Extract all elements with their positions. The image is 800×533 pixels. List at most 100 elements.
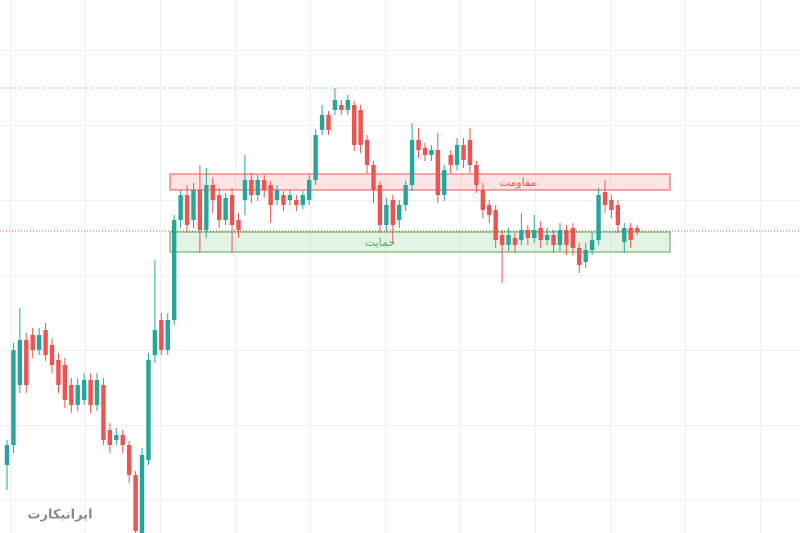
- candle-body: [467, 140, 473, 165]
- candle-body: [332, 100, 338, 110]
- candle-body: [622, 228, 627, 242]
- candle-body: [11, 350, 16, 445]
- candle-body: [609, 200, 614, 210]
- candle-body: [236, 220, 241, 230]
- candle-body: [24, 340, 29, 385]
- candle-body: [152, 330, 158, 355]
- candle-body: [216, 195, 222, 220]
- candle-body: [461, 145, 466, 160]
- candle-body: [454, 145, 460, 165]
- candle-body: [139, 455, 145, 533]
- candle-body: [634, 228, 640, 232]
- candle-body: [538, 228, 543, 240]
- candle-body: [210, 185, 215, 200]
- candle-body: [409, 140, 415, 185]
- candle-body: [101, 385, 106, 440]
- candle-body: [506, 235, 511, 245]
- candle-body: [88, 380, 93, 405]
- candle-body: [551, 235, 556, 245]
- candle-body: [107, 430, 113, 445]
- candle-body: [345, 100, 350, 110]
- candle-body: [281, 195, 286, 205]
- candle-body: [36, 335, 42, 350]
- candle-body: [120, 435, 125, 445]
- candle-body: [435, 150, 441, 195]
- candle-body: [165, 320, 170, 350]
- candle-body: [544, 235, 550, 240]
- candle-body: [371, 165, 376, 190]
- candle-body: [532, 230, 537, 238]
- candle-body: [442, 170, 447, 195]
- candle-body: [429, 150, 434, 155]
- candle-body: [274, 190, 280, 200]
- candle-body: [525, 230, 531, 238]
- zone: [169, 231, 671, 253]
- candle-body: [229, 195, 235, 225]
- candle-body: [596, 195, 601, 240]
- candle-body: [480, 190, 486, 210]
- candle-body: [577, 248, 582, 265]
- candle-body: [75, 385, 80, 405]
- candle-body: [499, 235, 505, 245]
- candle-body: [390, 200, 395, 225]
- candle-body: [43, 330, 48, 355]
- candle-body: [512, 238, 518, 245]
- candle-body: [602, 192, 608, 205]
- zone: [169, 173, 671, 191]
- candle-body: [416, 140, 421, 150]
- candle-body: [326, 115, 331, 130]
- candle-body: [583, 250, 588, 262]
- candle-body: [223, 198, 228, 220]
- candle-body: [319, 115, 325, 130]
- candle-body: [300, 195, 305, 205]
- candle-body: [487, 205, 492, 215]
- candle-body: [30, 335, 35, 350]
- candle-body: [397, 205, 402, 220]
- candle-body: [146, 360, 151, 460]
- candle-body: [204, 185, 209, 230]
- candle-body: [262, 180, 267, 190]
- candle-body: [493, 210, 498, 240]
- candle-body: [615, 205, 621, 225]
- candle-body: [249, 180, 254, 195]
- candle-body: [255, 180, 260, 195]
- zone-label: مقاومت: [500, 176, 537, 189]
- candle-body: [474, 165, 479, 185]
- watermark: ایرانیکارت: [27, 508, 92, 523]
- candle-body: [307, 180, 312, 200]
- candle-body: [313, 135, 318, 180]
- candle-body: [62, 365, 68, 400]
- candle-body: [339, 105, 344, 110]
- candle-body: [4, 445, 10, 465]
- candle-body: [519, 230, 524, 240]
- candle-body: [171, 220, 177, 320]
- candle-body: [126, 445, 132, 475]
- zone-label: حمایت: [365, 236, 395, 249]
- candle-body: [287, 195, 293, 200]
- candle-body: [69, 385, 74, 405]
- candle-body: [178, 195, 183, 220]
- candle-body: [352, 105, 357, 145]
- candle-body: [422, 148, 428, 155]
- candle-body: [56, 360, 61, 385]
- candle-body: [133, 475, 138, 531]
- candle-body: [114, 435, 119, 440]
- candle-body: [81, 380, 87, 400]
- candle-body: [94, 380, 100, 405]
- candle-body: [570, 228, 576, 248]
- candle-body: [268, 185, 273, 205]
- candle-body: [184, 195, 190, 225]
- candle-body: [17, 340, 23, 385]
- candle-body: [377, 185, 383, 225]
- candle-body: [364, 140, 370, 165]
- candle-body: [191, 190, 196, 220]
- candle-body: [564, 230, 569, 245]
- candle-body: [159, 320, 164, 350]
- candle-body: [403, 185, 408, 205]
- candle-body: [294, 200, 299, 205]
- candle-body: [589, 240, 595, 250]
- candle-body: [628, 228, 633, 240]
- candle-body: [358, 110, 363, 145]
